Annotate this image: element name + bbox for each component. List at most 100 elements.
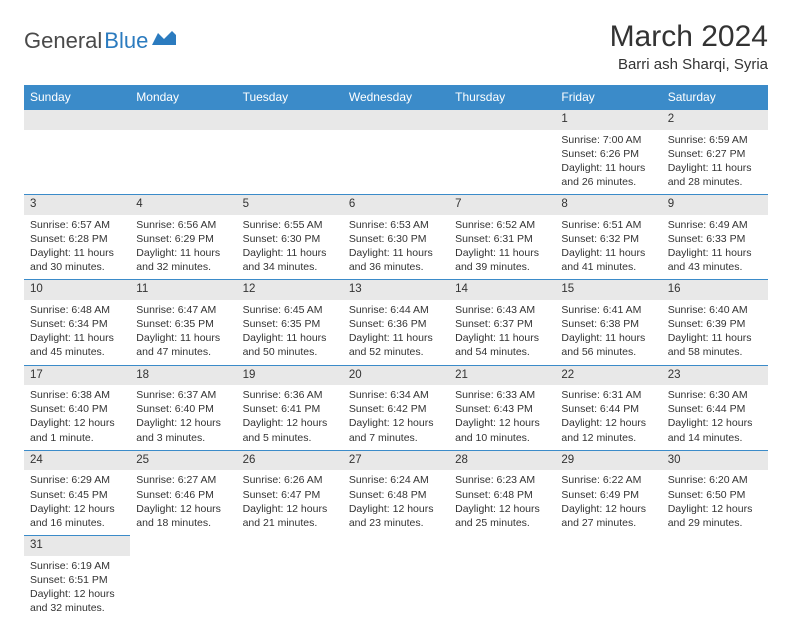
day-content: Sunrise: 6:27 AMSunset: 6:46 PMDaylight:… <box>130 470 236 535</box>
sunrise-text: Sunrise: 6:36 AM <box>243 388 337 402</box>
day-cell: 23Sunrise: 6:30 AMSunset: 6:44 PMDayligh… <box>662 365 768 450</box>
day-number: 20 <box>343 366 449 386</box>
day-number: 29 <box>555 451 661 471</box>
day-content: Sunrise: 6:22 AMSunset: 6:49 PMDaylight:… <box>555 470 661 535</box>
daylight-text: Daylight: 11 hours and 56 minutes. <box>561 331 655 359</box>
sunset-text: Sunset: 6:30 PM <box>243 232 337 246</box>
empty-cell <box>343 536 449 620</box>
daylight-text: Daylight: 11 hours and 43 minutes. <box>668 246 762 274</box>
day-header-monday: Monday <box>130 85 236 110</box>
day-content: Sunrise: 6:37 AMSunset: 6:40 PMDaylight:… <box>130 385 236 450</box>
day-number: 19 <box>237 366 343 386</box>
day-number: 4 <box>130 195 236 215</box>
sunset-text: Sunset: 6:48 PM <box>349 488 443 502</box>
day-number-empty <box>449 110 555 130</box>
day-cell: 21Sunrise: 6:33 AMSunset: 6:43 PMDayligh… <box>449 365 555 450</box>
day-cell: 18Sunrise: 6:37 AMSunset: 6:40 PMDayligh… <box>130 365 236 450</box>
day-cell: 14Sunrise: 6:43 AMSunset: 6:37 PMDayligh… <box>449 280 555 365</box>
sunrise-text: Sunrise: 6:49 AM <box>668 218 762 232</box>
title-block: March 2024 Barri ash Sharqi, Syria <box>610 20 768 73</box>
day-header-tuesday: Tuesday <box>237 85 343 110</box>
calendar-row: 1Sunrise: 7:00 AMSunset: 6:26 PMDaylight… <box>24 110 768 195</box>
day-number: 5 <box>237 195 343 215</box>
daylight-text: Daylight: 11 hours and 47 minutes. <box>136 331 230 359</box>
day-content: Sunrise: 6:31 AMSunset: 6:44 PMDaylight:… <box>555 385 661 450</box>
sunset-text: Sunset: 6:32 PM <box>561 232 655 246</box>
day-content: Sunrise: 6:45 AMSunset: 6:35 PMDaylight:… <box>237 300 343 365</box>
daylight-text: Daylight: 11 hours and 26 minutes. <box>561 161 655 189</box>
day-number: 21 <box>449 366 555 386</box>
daylight-text: Daylight: 12 hours and 21 minutes. <box>243 502 337 530</box>
sunset-text: Sunset: 6:48 PM <box>455 488 549 502</box>
sunset-text: Sunset: 6:44 PM <box>668 402 762 416</box>
sunrise-text: Sunrise: 6:47 AM <box>136 303 230 317</box>
day-content: Sunrise: 6:33 AMSunset: 6:43 PMDaylight:… <box>449 385 555 450</box>
daylight-text: Daylight: 12 hours and 14 minutes. <box>668 416 762 444</box>
sunset-text: Sunset: 6:35 PM <box>136 317 230 331</box>
daylight-text: Daylight: 11 hours and 32 minutes. <box>136 246 230 274</box>
day-cell: 12Sunrise: 6:45 AMSunset: 6:35 PMDayligh… <box>237 280 343 365</box>
day-number: 7 <box>449 195 555 215</box>
sunset-text: Sunset: 6:40 PM <box>30 402 124 416</box>
day-content: Sunrise: 6:20 AMSunset: 6:50 PMDaylight:… <box>662 470 768 535</box>
daylight-text: Daylight: 12 hours and 25 minutes. <box>455 502 549 530</box>
sunset-text: Sunset: 6:28 PM <box>30 232 124 246</box>
location-label: Barri ash Sharqi, Syria <box>610 56 768 73</box>
day-cell: 31Sunrise: 6:19 AMSunset: 6:51 PMDayligh… <box>24 536 130 620</box>
daylight-text: Daylight: 11 hours and 34 minutes. <box>243 246 337 274</box>
day-number: 1 <box>555 110 661 130</box>
sunset-text: Sunset: 6:44 PM <box>561 402 655 416</box>
day-cell: 6Sunrise: 6:53 AMSunset: 6:30 PMDaylight… <box>343 195 449 280</box>
sunset-text: Sunset: 6:37 PM <box>455 317 549 331</box>
day-number: 12 <box>237 280 343 300</box>
calendar-row: 17Sunrise: 6:38 AMSunset: 6:40 PMDayligh… <box>24 365 768 450</box>
day-cell: 19Sunrise: 6:36 AMSunset: 6:41 PMDayligh… <box>237 365 343 450</box>
day-number: 23 <box>662 366 768 386</box>
day-number-empty <box>237 110 343 130</box>
sunrise-text: Sunrise: 6:27 AM <box>136 473 230 487</box>
day-content: Sunrise: 6:29 AMSunset: 6:45 PMDaylight:… <box>24 470 130 535</box>
daylight-text: Daylight: 12 hours and 29 minutes. <box>668 502 762 530</box>
day-number: 13 <box>343 280 449 300</box>
sunrise-text: Sunrise: 6:19 AM <box>30 559 124 573</box>
sunset-text: Sunset: 6:33 PM <box>668 232 762 246</box>
day-content: Sunrise: 6:57 AMSunset: 6:28 PMDaylight:… <box>24 215 130 280</box>
day-cell: 8Sunrise: 6:51 AMSunset: 6:32 PMDaylight… <box>555 195 661 280</box>
daylight-text: Daylight: 11 hours and 36 minutes. <box>349 246 443 274</box>
day-cell: 28Sunrise: 6:23 AMSunset: 6:48 PMDayligh… <box>449 450 555 535</box>
header: GeneralBlue March 2024 Barri ash Sharqi,… <box>24 20 768 73</box>
sunset-text: Sunset: 6:50 PM <box>668 488 762 502</box>
empty-cell <box>130 536 236 620</box>
day-cell: 5 Sunrise: 6:55 AMSunset: 6:30 PMDaylight… <box>237 195 343 280</box>
day-content: Sunrise: 6:51 AMSunset: 6:32 PMDaylight:… <box>555 215 661 280</box>
calendar-body: 1Sunrise: 7:00 AMSunset: 6:26 PMDaylight… <box>24 110 768 620</box>
day-number: 15 <box>555 280 661 300</box>
empty-cell <box>130 110 236 195</box>
sunrise-text: Sunrise: 6:44 AM <box>349 303 443 317</box>
sunrise-text: Sunrise: 7:00 AM <box>561 133 655 147</box>
daylight-text: Daylight: 12 hours and 12 minutes. <box>561 416 655 444</box>
sunset-text: Sunset: 6:36 PM <box>349 317 443 331</box>
day-cell: 4Sunrise: 6:56 AMSunset: 6:29 PMDaylight… <box>130 195 236 280</box>
day-number: 2 <box>662 110 768 130</box>
day-cell: 3Sunrise: 6:57 AMSunset: 6:28 PMDaylight… <box>24 195 130 280</box>
sunrise-text: Sunrise: 6:53 AM <box>349 218 443 232</box>
day-content: Sunrise: 6:53 AMSunset: 6:30 PMDaylight:… <box>343 215 449 280</box>
daylight-text: Daylight: 12 hours and 3 minutes. <box>136 416 230 444</box>
sunrise-text: Sunrise: 6:56 AM <box>136 218 230 232</box>
calendar-row: 3Sunrise: 6:57 AMSunset: 6:28 PMDaylight… <box>24 195 768 280</box>
sunset-text: Sunset: 6:27 PM <box>668 147 762 161</box>
sunrise-text: Sunrise: 6:55 AM <box>243 218 337 232</box>
day-number: 3 <box>24 195 130 215</box>
day-number: 27 <box>343 451 449 471</box>
sunrise-text: Sunrise: 6:48 AM <box>30 303 124 317</box>
day-cell: 11Sunrise: 6:47 AMSunset: 6:35 PMDayligh… <box>130 280 236 365</box>
day-number: 17 <box>24 366 130 386</box>
sunset-text: Sunset: 6:41 PM <box>243 402 337 416</box>
day-cell: 27Sunrise: 6:24 AMSunset: 6:48 PMDayligh… <box>343 450 449 535</box>
day-cell: 20Sunrise: 6:34 AMSunset: 6:42 PMDayligh… <box>343 365 449 450</box>
day-content: Sunrise: 6:38 AMSunset: 6:40 PMDaylight:… <box>24 385 130 450</box>
sunrise-text: Sunrise: 6:45 AM <box>243 303 337 317</box>
day-cell: 7Sunrise: 6:52 AMSunset: 6:31 PMDaylight… <box>449 195 555 280</box>
daylight-text: Daylight: 11 hours and 39 minutes. <box>455 246 549 274</box>
